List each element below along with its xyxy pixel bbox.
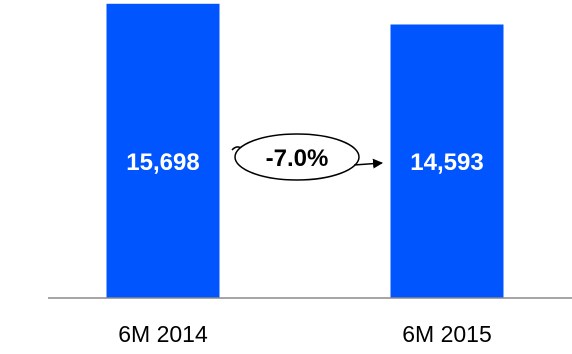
bar-value-label-1: 15,698 — [126, 149, 199, 176]
category-labels: 6M 2014 6M 2015 — [118, 321, 492, 347]
category-label-1: 6M 2014 — [118, 321, 208, 347]
bar-value-label-2: 14,593 — [410, 149, 483, 176]
change-ellipse — [234, 133, 360, 181]
bar-2 — [390, 24, 504, 299]
category-label-2: 6M 2015 — [402, 321, 492, 347]
change-arrow-line — [353, 158, 383, 169]
bars-group: 15,698 14,593 — [106, 3, 504, 299]
bar-1 — [106, 3, 220, 298]
change-annotation: -7.0% — [231, 133, 383, 181]
change-label: -7.0% — [266, 145, 329, 172]
